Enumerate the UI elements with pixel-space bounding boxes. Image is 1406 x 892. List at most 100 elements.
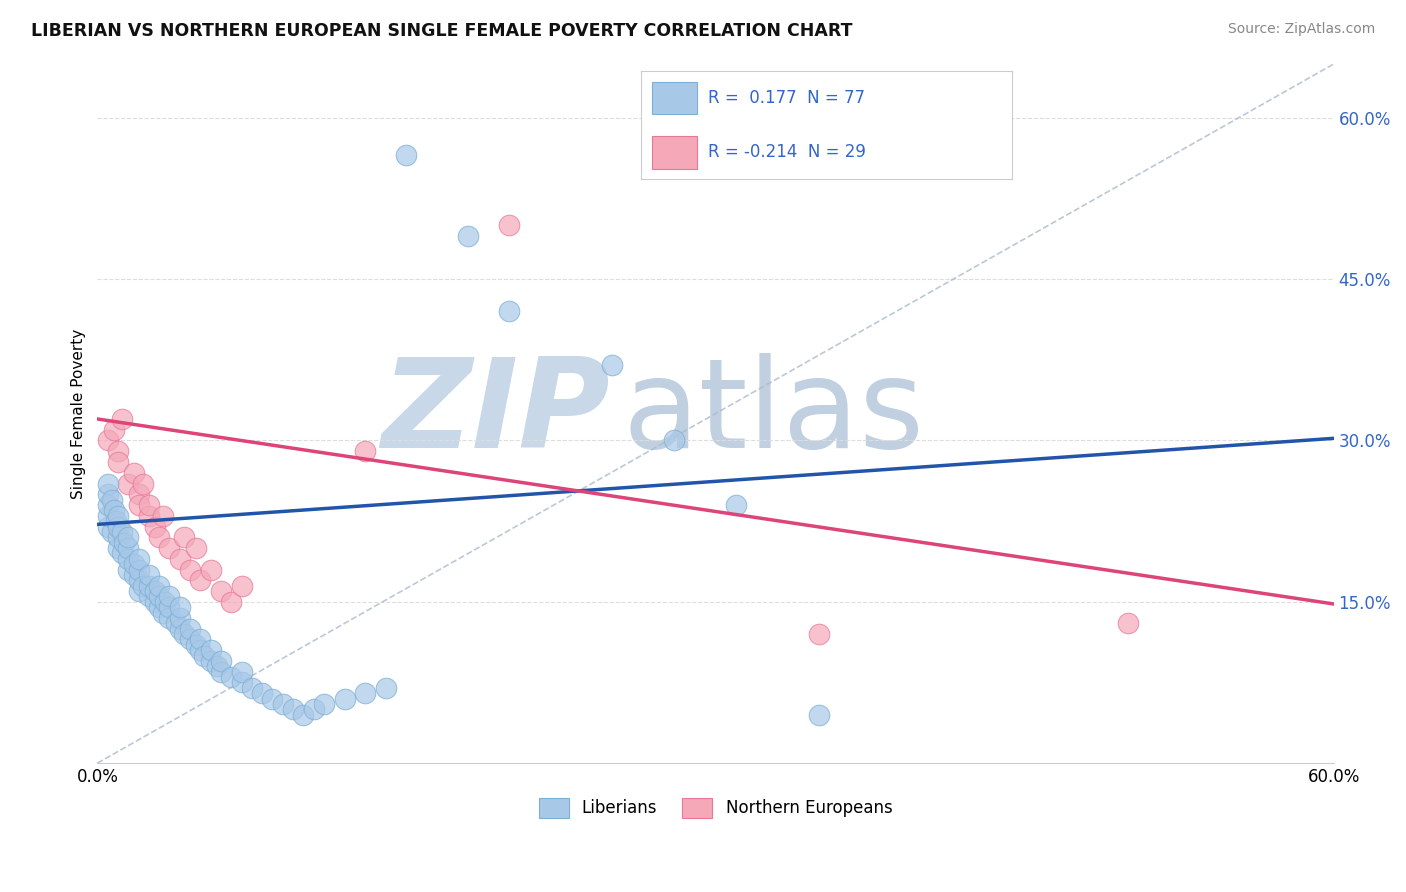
Point [231,665,253,679]
Point [165,616,187,631]
Point [271,697,294,711]
Text: Source: ZipAtlas.com: Source: ZipAtlas.com [1227,22,1375,37]
Point [148,590,170,604]
Text: LIBERIAN VS NORTHERN EUROPEAN SINGLE FEMALE POVERTY CORRELATION CHART: LIBERIAN VS NORTHERN EUROPEAN SINGLE FEM… [31,22,852,40]
Point [117,562,139,576]
Point [138,498,160,512]
Point [807,627,830,641]
Point [664,434,686,448]
Point [117,541,139,555]
Point [190,574,212,588]
Point [173,530,195,544]
Point [190,632,212,647]
Point [148,530,170,544]
Point [97,476,120,491]
Point [143,584,166,599]
Point [159,590,181,604]
Point [138,590,160,604]
Point [200,654,222,668]
Text: ZIP: ZIP [381,353,610,474]
Point [179,632,201,647]
Point [124,557,146,571]
Y-axis label: Single Female Poverty: Single Female Poverty [72,328,86,499]
Point [143,595,166,609]
Point [159,541,181,555]
Point [143,519,166,533]
Point [231,579,253,593]
Point [169,600,191,615]
Text: atlas: atlas [623,353,925,474]
Point [107,541,129,555]
Point [169,551,191,566]
Point [354,686,377,700]
Point [231,675,253,690]
Point [281,702,304,716]
Point [186,638,208,652]
Point [159,600,181,615]
Point [124,568,146,582]
Point [240,681,263,695]
Point [148,579,170,593]
Point [1116,616,1139,631]
Point [179,562,201,576]
Point [103,423,125,437]
Point [117,551,139,566]
Point [104,514,127,528]
Point [312,697,335,711]
Point [131,476,153,491]
Point [292,707,315,722]
Point [128,498,150,512]
Point [111,546,134,560]
Point [354,444,377,458]
Point [111,412,134,426]
Point [107,530,129,544]
Point [262,691,284,706]
Point [725,498,748,512]
Point [107,508,129,523]
Point [209,584,232,599]
Point [498,304,520,318]
Point [97,487,120,501]
Point [100,492,122,507]
Point [131,579,153,593]
Point [395,148,418,162]
Point [250,686,273,700]
Point [205,659,228,673]
Point [117,476,139,491]
Point [128,551,150,566]
Point [193,648,215,663]
Point [107,444,129,458]
Point [138,508,160,523]
Point [209,665,232,679]
Point [169,611,191,625]
Point [333,691,356,706]
Point [219,595,242,609]
Point [100,524,122,539]
Point [200,562,222,576]
Point [112,535,135,549]
Point [107,455,129,469]
Point [200,643,222,657]
Point [97,498,120,512]
Point [374,681,396,695]
Point [498,219,520,233]
Point [117,530,139,544]
Point [302,702,325,716]
Point [169,622,191,636]
Point [179,622,201,636]
Point [807,707,830,722]
Point [209,654,232,668]
Point [138,568,160,582]
Point [97,434,120,448]
Point [602,358,624,372]
Point [97,519,120,533]
Point [103,503,125,517]
Point [186,541,208,555]
Point [152,606,174,620]
Point [219,670,242,684]
Point [173,627,195,641]
Point [138,579,160,593]
Point [457,229,479,244]
Point [128,562,150,576]
Point [124,466,146,480]
